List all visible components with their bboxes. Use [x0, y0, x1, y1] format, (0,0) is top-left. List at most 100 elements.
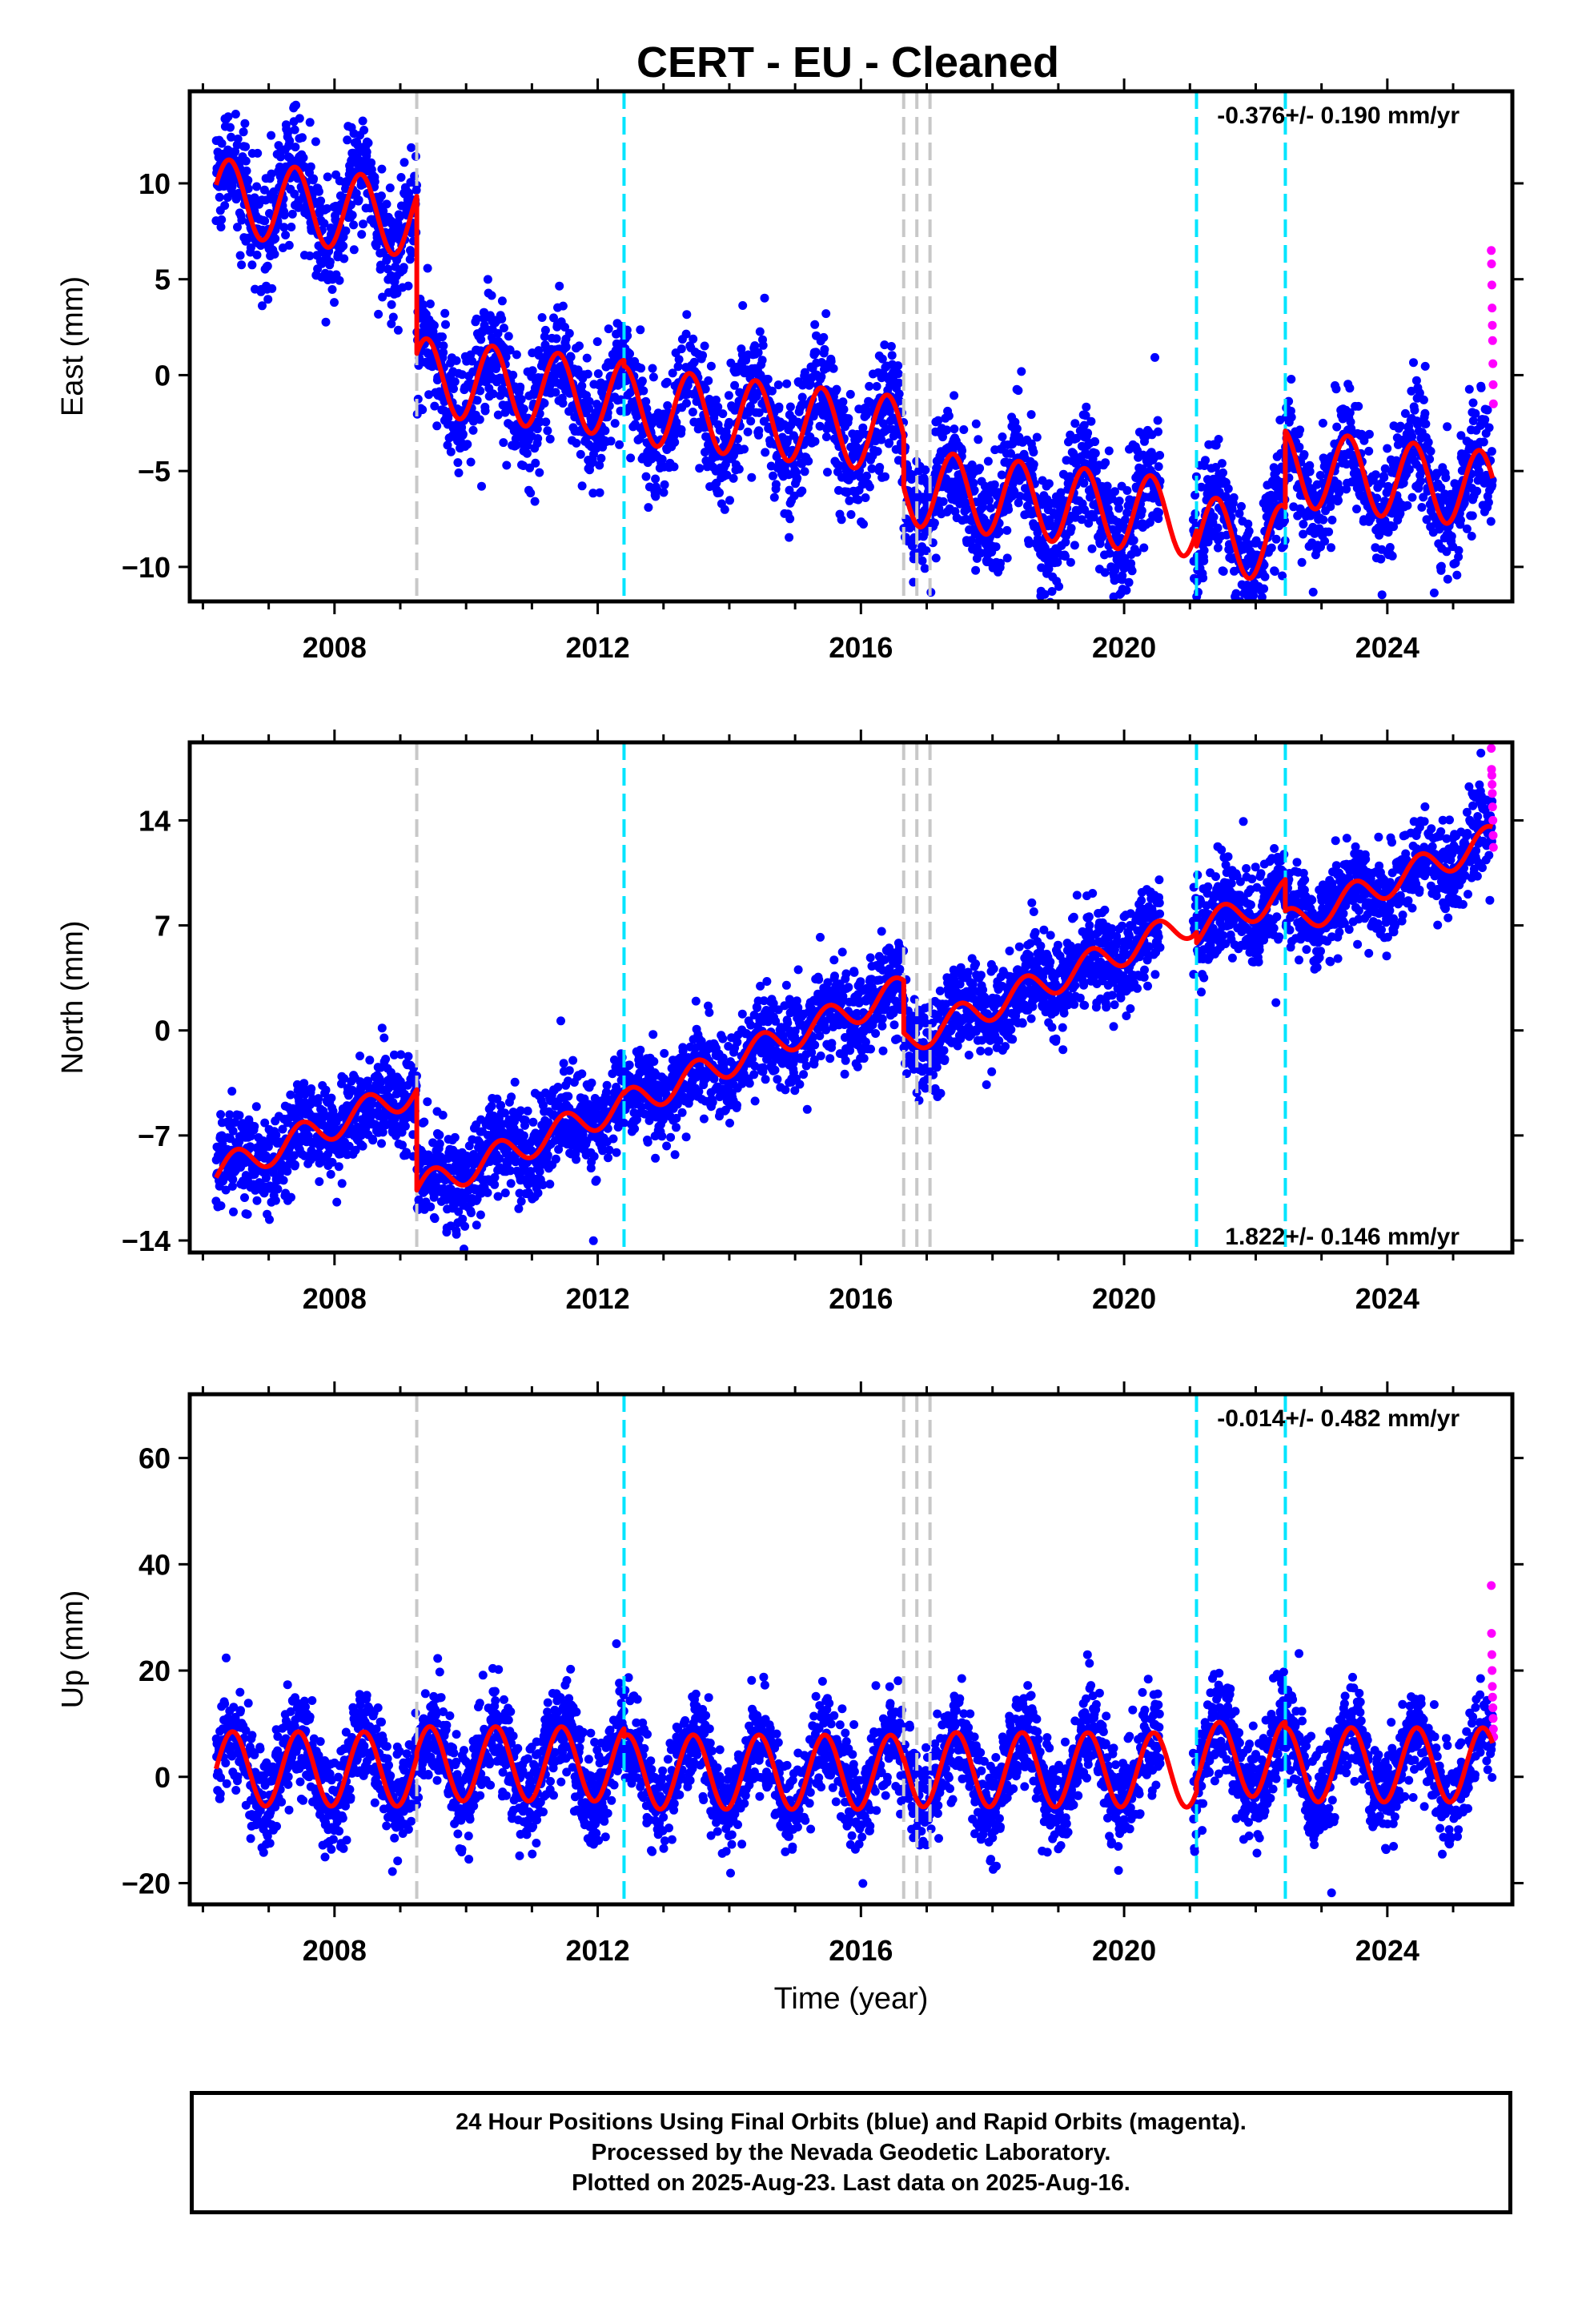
- east-point: [418, 405, 428, 415]
- east-point: [1315, 471, 1325, 480]
- east-point: [861, 493, 870, 502]
- east-point: [446, 447, 456, 456]
- east-point: [267, 131, 276, 140]
- east-point: [1066, 557, 1075, 567]
- east-point: [241, 142, 251, 151]
- east-point: [942, 425, 952, 435]
- north-point: [426, 1202, 436, 1212]
- east-y-axis-label: East (mm): [56, 276, 90, 416]
- east-point: [826, 356, 836, 366]
- east-point: [1334, 496, 1343, 505]
- east-point: [865, 482, 874, 492]
- east-point: [285, 136, 295, 146]
- east-point: [1111, 603, 1120, 612]
- east-point: [516, 382, 525, 392]
- north-point: [337, 1179, 347, 1188]
- east-point: [1217, 459, 1227, 468]
- east-point: [706, 361, 716, 371]
- north-point: [476, 1210, 485, 1220]
- east-point: [782, 379, 792, 388]
- east-point: [894, 378, 904, 388]
- east-point: [800, 467, 809, 476]
- east-point: [260, 216, 270, 226]
- north-point: [420, 1117, 429, 1127]
- east-point: [525, 463, 535, 472]
- east-point: [395, 212, 404, 222]
- east-point: [757, 356, 767, 365]
- east-point: [944, 411, 954, 420]
- east-point: [339, 241, 348, 251]
- east-point: [1124, 577, 1134, 587]
- east-point: [858, 423, 868, 432]
- east-point: [392, 288, 402, 298]
- east-point: [971, 419, 981, 428]
- east-point: [295, 114, 304, 123]
- east-point: [441, 320, 450, 329]
- north-point: [321, 1085, 331, 1095]
- east-point: [930, 518, 939, 528]
- north-point: [332, 1197, 342, 1207]
- east-point: [487, 291, 496, 300]
- east-point: [287, 223, 296, 231]
- east-point: [1219, 567, 1228, 576]
- north-point: [435, 1139, 444, 1148]
- east-point: [458, 429, 468, 439]
- east-point: [537, 313, 547, 322]
- east-point: [959, 425, 969, 434]
- north-point: [240, 1193, 249, 1202]
- east-point: [1447, 532, 1456, 541]
- east-point: [1214, 435, 1223, 444]
- east-point: [497, 314, 507, 324]
- east-point: [287, 209, 297, 219]
- east-point: [233, 223, 242, 232]
- east-point: [1006, 448, 1015, 458]
- east-point: [452, 356, 461, 365]
- north-point: [326, 1169, 335, 1179]
- east-point: [1086, 416, 1096, 426]
- east-point: [1320, 537, 1330, 546]
- east-point: [267, 169, 276, 179]
- east-point: [449, 384, 458, 393]
- east-point: [522, 448, 532, 458]
- east-point: [670, 437, 680, 447]
- east-point: [540, 399, 549, 408]
- east-point: [985, 496, 994, 505]
- north-final-orbit-points: [211, 748, 1497, 1252]
- east-point: [349, 220, 359, 230]
- east-point: [701, 384, 710, 394]
- east-rapid-point: [1487, 246, 1496, 255]
- east-point: [1213, 543, 1223, 553]
- east-point: [1002, 525, 1012, 535]
- east-point: [1487, 447, 1496, 456]
- east-point: [1410, 405, 1419, 415]
- east-point: [1319, 515, 1328, 525]
- east-point: [1054, 581, 1064, 591]
- east-point: [845, 389, 855, 399]
- east-point: [439, 341, 448, 351]
- east-point: [747, 472, 757, 482]
- east-point: [681, 329, 691, 339]
- east-point: [493, 410, 503, 420]
- east-point: [1029, 460, 1038, 469]
- east-point: [1480, 415, 1490, 424]
- east-plot-area: [211, 91, 1498, 612]
- east-point: [1421, 419, 1431, 428]
- east-y-tick-label: 0: [155, 359, 171, 392]
- east-point: [252, 250, 262, 259]
- east-point: [774, 402, 784, 412]
- east-rapid-point: [1488, 320, 1497, 330]
- east-point: [1150, 352, 1159, 362]
- north-point: [450, 1132, 460, 1142]
- east-point: [615, 440, 624, 449]
- east-point: [283, 128, 292, 138]
- east-point: [359, 126, 369, 135]
- east-point: [950, 391, 959, 400]
- east-point: [263, 295, 273, 304]
- east-point: [804, 456, 813, 466]
- east-point: [291, 100, 301, 110]
- east-point: [724, 391, 733, 400]
- east-point: [662, 377, 672, 387]
- east-point: [1416, 476, 1425, 486]
- east-point: [996, 558, 1005, 568]
- north-point: [404, 1051, 413, 1061]
